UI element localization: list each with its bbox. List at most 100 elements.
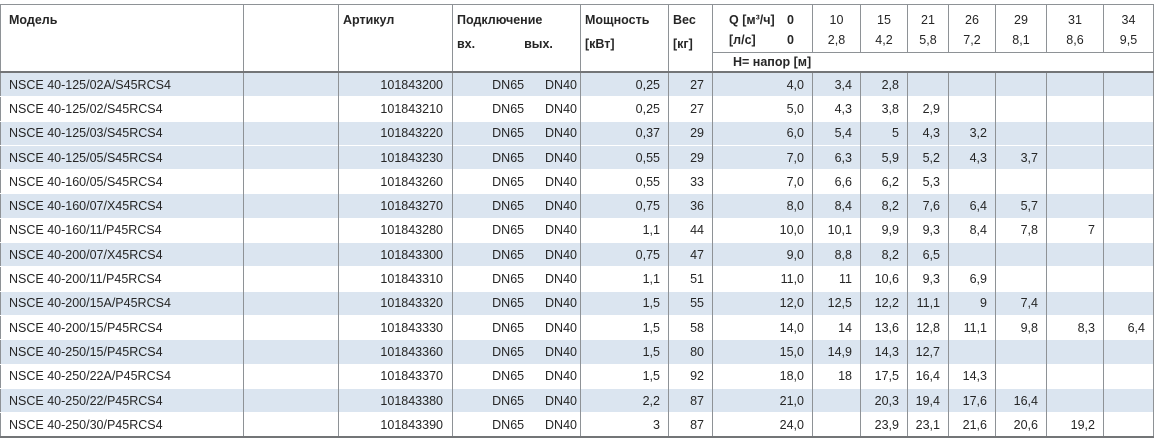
table-row: NSCE 40-160/11/P45RCS4 101843280 DN65 DN40 1… bbox=[0, 217, 1154, 243]
model-cell: NSCE 40-125/02/S45RCS4 bbox=[0, 96, 244, 122]
connection-cell: DN65 DN40 bbox=[452, 72, 581, 97]
head-cell: 9,0 bbox=[712, 242, 813, 267]
connection-cell: DN65 DN40 bbox=[452, 144, 581, 170]
flow-ls-label: [л/с] bbox=[729, 33, 756, 47]
spacer-cell bbox=[243, 144, 339, 170]
head-cell bbox=[1046, 193, 1104, 219]
table-header: Модель Артикул Подключение вх. вых. Мощн… bbox=[0, 4, 1154, 73]
model-cell: NSCE 40-200/15A/P45RCS4 bbox=[0, 290, 244, 316]
power-cell: 0,55 bbox=[580, 144, 669, 170]
inlet-value: DN65 bbox=[492, 150, 525, 165]
outlet-value: DN40 bbox=[545, 369, 577, 384]
head-cell bbox=[1046, 169, 1104, 194]
head-cell: 24,0 bbox=[712, 412, 813, 438]
weight-column-label: Вес bbox=[673, 13, 696, 27]
head-cell: 12,5 bbox=[812, 290, 861, 316]
spacer-cell bbox=[243, 193, 339, 219]
head-cell: 23,9 bbox=[860, 412, 908, 438]
outlet-value: DN40 bbox=[545, 393, 577, 408]
weight-cell: 55 bbox=[668, 290, 713, 316]
col-header-flow-10: 10 2,8 bbox=[812, 4, 861, 53]
head-cell: 11,0 bbox=[712, 266, 813, 292]
flow-ls-value: 8,6 bbox=[1066, 33, 1084, 47]
head-cell: 21,6 bbox=[948, 412, 996, 438]
article-cell: 101843380 bbox=[338, 387, 453, 413]
inlet-value: DN65 bbox=[492, 199, 525, 214]
inlet-value: DN65 bbox=[492, 369, 525, 384]
model-cell: NSCE 40-200/07/X45RCS4 bbox=[0, 242, 244, 267]
head-cell: 7,6 bbox=[907, 193, 949, 219]
inlet-value: DN65 bbox=[492, 296, 525, 311]
connection-cell: DN65 DN40 bbox=[452, 96, 581, 122]
col-header-connection: Подключение вх. вых. bbox=[452, 4, 581, 73]
head-cell bbox=[1103, 96, 1154, 122]
power-cell: 1,5 bbox=[580, 314, 669, 340]
outlet-value: DN40 bbox=[545, 344, 577, 359]
head-cell bbox=[1046, 144, 1104, 170]
head-cell bbox=[812, 412, 861, 438]
head-cell: 5,9 bbox=[860, 144, 908, 170]
head-cell bbox=[995, 242, 1047, 267]
model-cell: NSCE 40-160/07/X45RCS4 bbox=[0, 193, 244, 219]
power-cell: 1,5 bbox=[580, 363, 669, 389]
head-cell: 19,2 bbox=[1046, 412, 1104, 438]
head-cell: 8,4 bbox=[948, 217, 996, 243]
head-cell: 21,0 bbox=[712, 387, 813, 413]
connection-cell: DN65 DN40 bbox=[452, 363, 581, 389]
flow-ls-value: 5,8 bbox=[919, 33, 937, 47]
weight-cell: 47 bbox=[668, 242, 713, 267]
table-row: NSCE 40-200/07/X45RCS4 101843300 DN65 DN40 0… bbox=[0, 242, 1154, 267]
outlet-value: DN40 bbox=[545, 150, 577, 165]
spacer-cell bbox=[243, 72, 339, 97]
weight-cell: 29 bbox=[668, 144, 713, 170]
article-cell: 101843390 bbox=[338, 412, 453, 438]
head-cell: 5,7 bbox=[995, 193, 1047, 219]
spacer-cell bbox=[243, 290, 339, 316]
head-cell: 9,8 bbox=[995, 314, 1047, 340]
power-cell: 2,2 bbox=[580, 387, 669, 413]
head-cell bbox=[1046, 120, 1104, 146]
header-row-head: H= напор [м] bbox=[1, 52, 1154, 73]
head-cell bbox=[1103, 363, 1154, 389]
flow-ls-value: 2,8 bbox=[827, 33, 846, 47]
head-cell: 16,4 bbox=[907, 363, 949, 389]
inlet-value: DN65 bbox=[492, 320, 525, 335]
power-cell: 0,75 bbox=[580, 193, 669, 219]
head-cell: 18 bbox=[812, 363, 861, 389]
inlet-value: DN65 bbox=[492, 247, 525, 262]
head-cell: 14,0 bbox=[712, 314, 813, 340]
head-cell bbox=[1046, 72, 1104, 97]
weight-cell: 33 bbox=[668, 169, 713, 194]
inlet-value: DN65 bbox=[492, 77, 525, 92]
head-cell: 18,0 bbox=[712, 363, 813, 389]
model-cell: NSCE 40-125/05/S45RCS4 bbox=[0, 144, 244, 170]
inlet-value: DN65 bbox=[492, 417, 525, 432]
inlet-value: DN65 bbox=[492, 101, 525, 116]
article-cell: 101843370 bbox=[338, 363, 453, 389]
head-cell: 11,1 bbox=[907, 290, 949, 316]
model-cell: NSCE 40-200/11/P45RCS4 bbox=[0, 266, 244, 292]
head-cell bbox=[995, 363, 1047, 389]
head-cell: 6,5 bbox=[907, 242, 949, 267]
head-cell: 12,2 bbox=[860, 290, 908, 316]
head-cell: 7 bbox=[1046, 217, 1104, 243]
head-cell: 6,3 bbox=[812, 144, 861, 170]
model-column-label: Модель bbox=[9, 13, 58, 27]
inlet-value: DN65 bbox=[492, 174, 525, 189]
table-row: NSCE 40-125/05/S45RCS4 101843230 DN65 DN40 0… bbox=[0, 144, 1154, 170]
head-cell: 4,3 bbox=[948, 144, 996, 170]
head-cell bbox=[1046, 96, 1104, 122]
head-cell bbox=[1103, 193, 1154, 219]
article-column-label: Артикул bbox=[343, 13, 395, 27]
head-cell bbox=[1103, 339, 1154, 365]
head-cell bbox=[995, 72, 1047, 97]
head-cell: 4,3 bbox=[907, 120, 949, 146]
head-cell: 2,9 bbox=[907, 96, 949, 122]
head-cell: 3,8 bbox=[860, 96, 908, 122]
table-row: NSCE 40-160/07/X45RCS4 101843270 DN65 DN40 0… bbox=[0, 193, 1154, 219]
head-cell bbox=[1103, 169, 1154, 194]
head-cell: 12,8 bbox=[907, 314, 949, 340]
connection-cell: DN65 DN40 bbox=[452, 217, 581, 243]
flow-m3h-value: 15 bbox=[877, 13, 891, 27]
head-cell bbox=[1103, 266, 1154, 292]
